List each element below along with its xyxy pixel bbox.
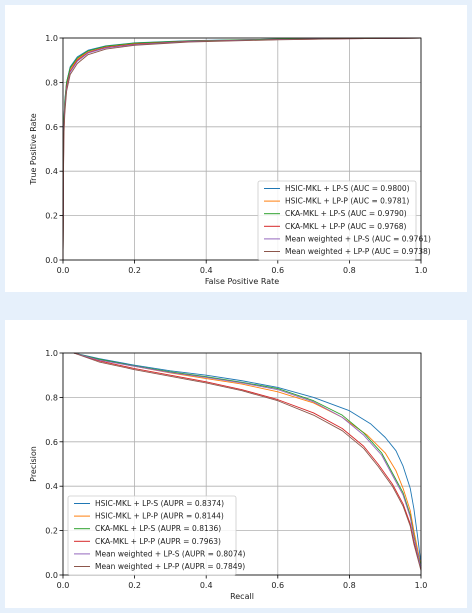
y-tick-label: 0.4	[45, 167, 58, 176]
x-tick-label: 1.0	[415, 266, 428, 275]
x-tick-label: 1.0	[415, 581, 428, 590]
legend-entry-1: HSIC-MKL + LP-P (AUPR = 0.8144)	[95, 512, 224, 521]
legend-entry-4: Mean weighted + LP-S (AUPR = 0.8074)	[95, 549, 245, 558]
x-tick-label: 0.2	[128, 266, 141, 275]
series-line-4	[73, 352, 422, 569]
series-line-5	[62, 37, 422, 261]
y-axis-label: Precision	[29, 446, 38, 482]
x-tick-label: 0.0	[57, 266, 70, 275]
x-axis-label: False Positive Rate	[205, 277, 279, 286]
x-tick-label: 0.4	[200, 581, 213, 590]
x-tick-label: 0.8	[343, 581, 356, 590]
axes-frame	[62, 37, 422, 261]
y-tick-label: 1.0	[45, 349, 58, 358]
pr-chart-panel: 0.0 0.2 0.4 0.6 0.8 1.0 0.0 0.2 0.4 0.6 0.8 1.0 Reca…	[5, 320, 467, 608]
y-tick-label: 0.0	[45, 256, 58, 265]
legend-entry-0: HSIC-MKL + LP-S (AUC = 0.9800)	[285, 184, 410, 193]
y-tick-label: 1.0	[45, 34, 58, 43]
legend: HSIC-MKL + LP-S (AUPR = 0.8374) HSIC-MKL …	[67, 495, 245, 576]
series-line-0	[73, 352, 422, 564]
x-tick-label: 0.8	[343, 266, 356, 275]
legend-entry-2: CKA-MKL + LP-S (AUPR = 0.8136)	[95, 524, 221, 533]
precision-recall-chart: 0.0 0.2 0.4 0.6 0.8 1.0 0.0 0.2 0.4 0.6 0.8 1.0 Reca…	[29, 349, 428, 601]
axes-frame	[62, 352, 422, 576]
legend-box	[257, 180, 417, 261]
y-tick-label: 0.4	[45, 482, 58, 491]
y-axis-label: True Positive Rate	[29, 113, 38, 185]
x-tick-label: 0.2	[128, 581, 141, 590]
series-line-5	[73, 352, 422, 571]
legend-entry-2: CKA-MKL + LP-S (AUC = 0.9790)	[285, 209, 407, 218]
y-tick-label: 0.2	[45, 212, 58, 221]
x-tick-label: 0.6	[271, 581, 284, 590]
y-tick-label: 0.6	[45, 123, 58, 132]
legend-box	[67, 495, 237, 576]
roc-chart-panel: 0.0 0.2 0.4 0.6 0.8 1.0 0.0 0.2 0.4 0.6 0.8 1.0 Fals…	[5, 5, 467, 292]
x-tick-label: 0.0	[57, 581, 70, 590]
legend-entry-3: CKA-MKL + LP-P (AUC = 0.9768)	[285, 222, 407, 231]
y-tick-label: 0.8	[45, 78, 58, 87]
legend-entry-3: CKA-MKL + LP-P (AUPR = 0.7963)	[95, 537, 221, 546]
x-tick-label: 0.4	[200, 266, 213, 275]
x-tick-label: 0.6	[271, 266, 284, 275]
y-tick-label: 0.6	[45, 438, 58, 447]
roc-chart: 0.0 0.2 0.4 0.6 0.8 1.0 0.0 0.2 0.4 0.6 0.8 1.0 Fals…	[29, 34, 431, 286]
legend-entry-4: Mean weighted + LP-S (AUC = 0.9761)	[285, 234, 431, 243]
y-tick-label: 0.2	[45, 527, 58, 536]
y-tick-label: 0.0	[45, 571, 58, 580]
legend-entry-1: HSIC-MKL + LP-P (AUC = 0.9781)	[285, 197, 409, 206]
legend: HSIC-MKL + LP-S (AUC = 0.9800) HSIC-MKL +…	[257, 180, 431, 261]
legend-entry-5: Mean weighted + LP-P (AUPR = 0.7849)	[95, 562, 245, 571]
y-tick-label: 0.8	[45, 393, 58, 402]
x-axis-label: Recall	[230, 592, 254, 601]
legend-entry-5: Mean weighted + LP-P (AUC = 0.9738)	[285, 247, 431, 256]
legend-entry-0: HSIC-MKL + LP-S (AUPR = 0.8374)	[95, 499, 224, 508]
